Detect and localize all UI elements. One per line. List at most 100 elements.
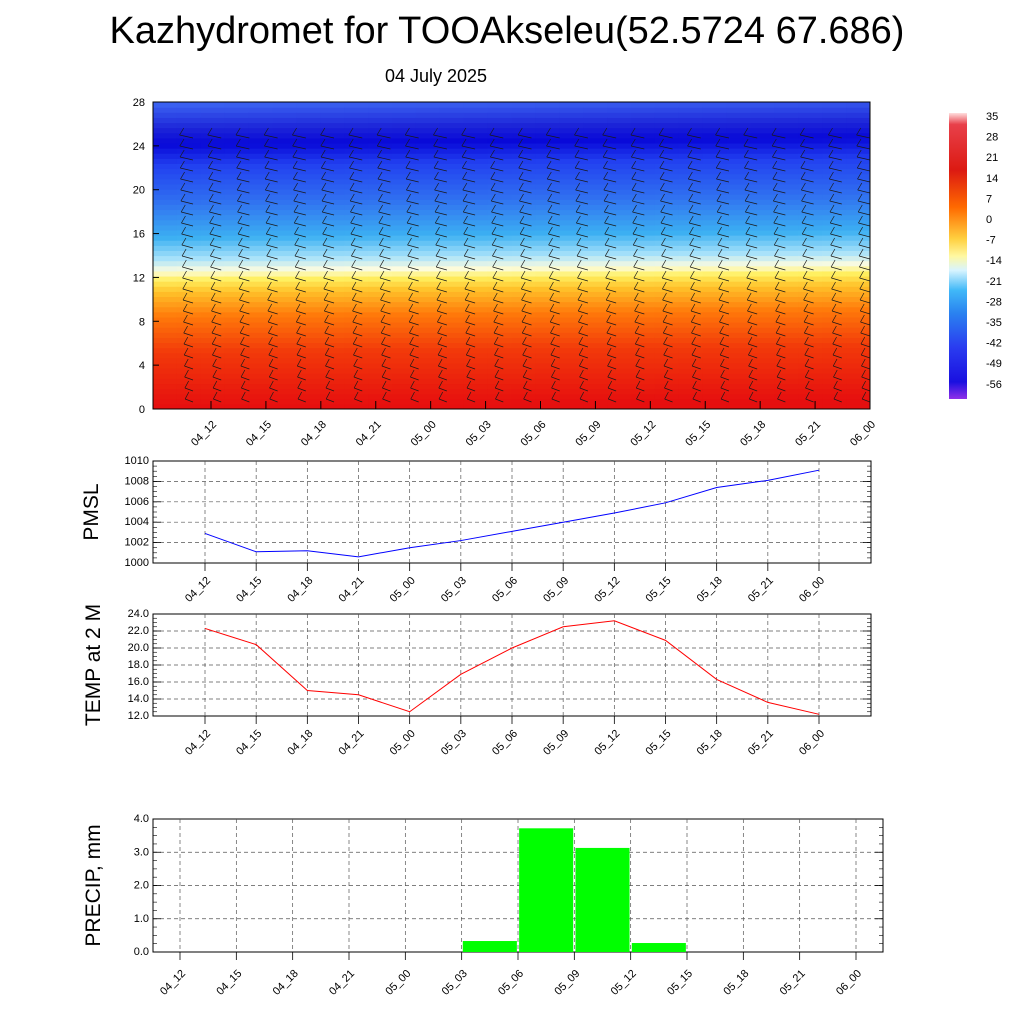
heatmap-cell: [535, 183, 560, 190]
wind-barb: [409, 347, 419, 359]
heatmap-cell: [463, 352, 489, 359]
heatmap-cell: [320, 352, 345, 359]
heatmap-cell: [296, 199, 321, 205]
wind-barb: [208, 182, 222, 194]
heatmap-cell: [559, 260, 584, 267]
wind-barb: [632, 226, 645, 238]
wind-barb: [183, 325, 194, 337]
wind-barb: [519, 215, 532, 227]
heatmap-cell: [822, 102, 847, 108]
heatmap-cell: [439, 112, 465, 118]
heatmap-cell: [439, 265, 465, 272]
heatmap-cell: [368, 398, 393, 405]
heatmap-cell: [153, 132, 178, 139]
heatmap-cell: [224, 291, 250, 298]
heatmap-cell: [463, 383, 489, 390]
heatmap-cell: [153, 270, 178, 277]
heatmap-cell: [654, 158, 680, 164]
heatmap-cell: [248, 327, 274, 333]
heatmap-cell: [176, 255, 202, 262]
heatmap-cell: [176, 132, 202, 139]
wind-barb: [434, 193, 447, 205]
heatmap-cell: [320, 296, 345, 303]
wind-barb: [546, 171, 560, 183]
heatmap-cell: [272, 137, 297, 144]
heatmap-cell: [344, 322, 369, 328]
heatmap-cell: [774, 270, 799, 277]
wind-barb: [832, 347, 842, 359]
precip-panel: 0.01.02.03.04.004_12 04_15 04_18 04_21 05_00…: [82, 813, 884, 998]
heatmap-cell: [368, 260, 393, 267]
wind-barb: [856, 149, 870, 161]
heatmap-cell: [511, 183, 536, 190]
heatmap-cell: [153, 296, 178, 303]
heatmap-cell: [439, 362, 465, 369]
heatmap-cell: [678, 316, 704, 323]
heatmap-cell: [583, 275, 608, 282]
y-tick-label: 24.0: [128, 608, 149, 620]
heatmap-cell: [750, 219, 775, 226]
heatmap-cell: [153, 403, 178, 409]
heatmap-cell: [654, 245, 680, 251]
heatmap-cell: [368, 270, 393, 277]
heatmap-cell: [607, 163, 632, 170]
heatmap-cell: [392, 122, 417, 129]
heatmap-cell: [607, 322, 632, 328]
wind-barb: [466, 391, 476, 403]
heatmap-cell: [559, 342, 584, 349]
wind-barb: [774, 248, 786, 260]
wind-barb: [210, 248, 222, 260]
heatmap-cell: [344, 209, 369, 216]
heatmap-cell: [678, 229, 704, 236]
wind-barb: [241, 380, 250, 392]
wind-barb: [436, 270, 447, 282]
wind-barb: [631, 160, 645, 172]
heatmap-cell: [248, 388, 274, 395]
wind-barb: [408, 281, 419, 293]
heatmap-cell: [607, 122, 632, 129]
heatmap-cell: [511, 132, 536, 139]
heatmap-cell: [511, 316, 536, 323]
heatmap-cell: [415, 352, 441, 359]
wind-barb: [607, 380, 617, 392]
heatmap-cell: [798, 281, 823, 287]
wind-barb: [577, 292, 589, 304]
wind-barb: [264, 160, 278, 172]
heatmap-cell: [415, 148, 441, 154]
wind-barb: [351, 270, 363, 282]
heatmap-cell: [822, 306, 847, 313]
wind-barb: [577, 303, 589, 315]
heatmap-cell: [702, 127, 728, 134]
wind-barb: [297, 369, 306, 381]
heatmap-cell: [607, 250, 632, 257]
heatmap-cell: [798, 245, 823, 251]
heatmap-cell: [535, 311, 560, 318]
wind-barb: [466, 358, 476, 370]
heatmap-cell: [272, 250, 297, 257]
heatmap-cell: [439, 153, 465, 159]
wind-barb: [517, 138, 532, 150]
wind-barb: [607, 358, 617, 370]
wind-barb: [406, 215, 419, 227]
heatmap-cell: [320, 311, 345, 318]
colorbar-label: -7: [986, 235, 996, 247]
heatmap-cell: [822, 250, 847, 257]
heatmap-cell: [463, 398, 489, 405]
heatmap-cell: [153, 117, 178, 124]
heatmap-cell: [726, 393, 752, 400]
wind-barb: [437, 314, 447, 326]
heatmap-cell: [607, 224, 632, 231]
heatmap-cell: [798, 398, 823, 405]
heatmap-cell: [487, 316, 513, 323]
wind-barb: [237, 204, 250, 216]
wind-barb: [240, 347, 250, 359]
heatmap-cell: [822, 183, 847, 190]
heatmap-cell: [176, 296, 202, 303]
heatmap-cell: [463, 296, 489, 303]
heatmap-cell: [224, 311, 250, 318]
heatmap-cell: [153, 173, 178, 180]
heatmap-cell: [463, 275, 489, 282]
wind-barb: [662, 325, 673, 337]
wind-barb: [433, 138, 447, 150]
